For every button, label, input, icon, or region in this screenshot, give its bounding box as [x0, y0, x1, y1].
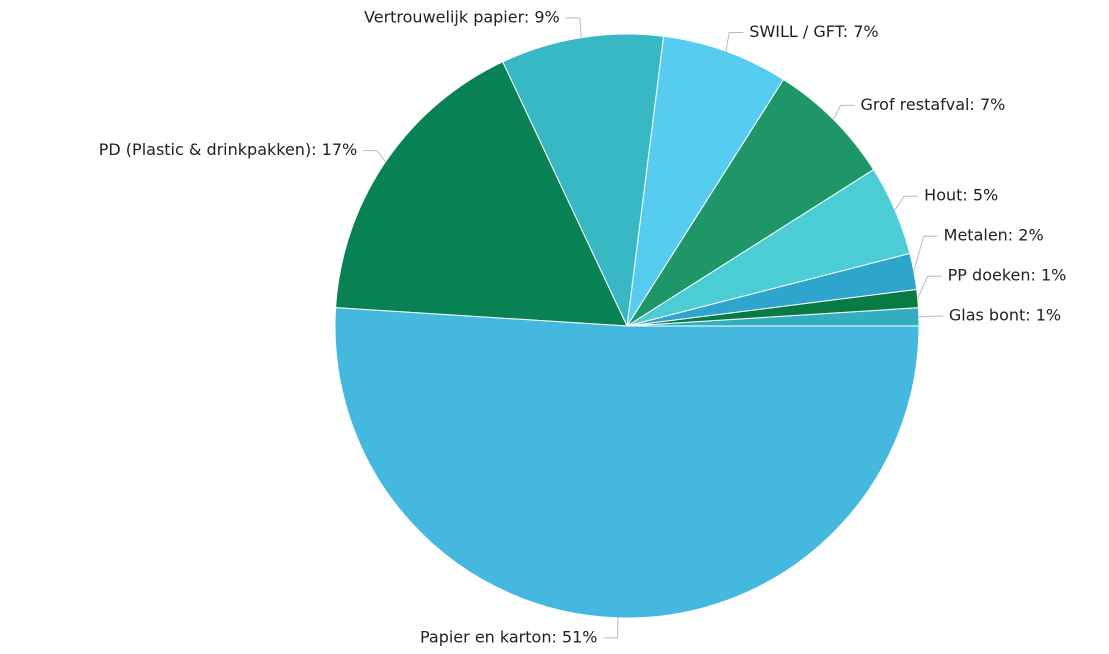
leader-line — [565, 17, 582, 38]
leader-line — [918, 315, 943, 318]
leader-line — [603, 617, 619, 639]
leader-line — [913, 235, 938, 272]
slice-label: Grof restafval: 7% — [861, 95, 1006, 114]
slice-label: Vertrouwelijk papier: 9% — [364, 7, 560, 26]
slice-label: Glas bont: 1% — [949, 306, 1061, 325]
leader-line — [833, 104, 855, 120]
slice-label: PP doeken: 1% — [948, 266, 1067, 285]
slice-label: PD (Plastic & drinkpakken): 17% — [99, 140, 357, 159]
leader-line — [725, 31, 744, 52]
pie-slice — [334, 307, 920, 619]
slice-label: SWILL / GFT: 7% — [749, 22, 878, 41]
slice-label: Hout: 5% — [924, 186, 998, 205]
leader-line — [363, 150, 386, 163]
pie-slice — [626, 78, 875, 327]
pie-slice — [626, 35, 785, 327]
slice-label: Papier en karton: 51% — [420, 627, 598, 646]
leader-line — [894, 195, 919, 211]
slice-label: Metalen: 2% — [944, 226, 1044, 245]
leader-line — [917, 275, 942, 299]
